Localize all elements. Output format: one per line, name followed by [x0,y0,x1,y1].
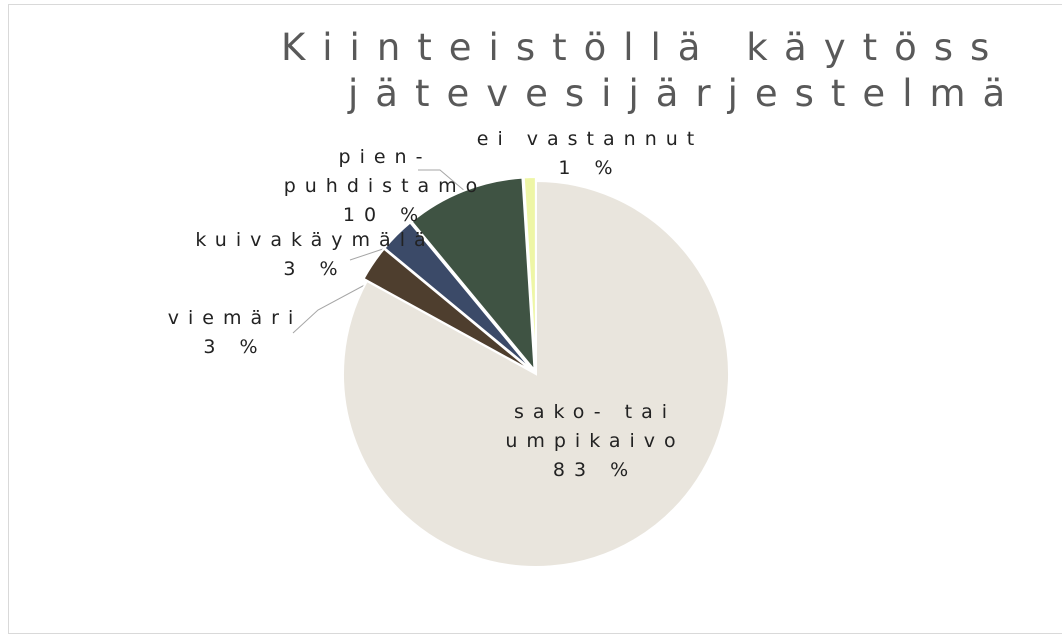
value-label: 1 % [558,157,622,179]
leader-line [292,279,375,334]
data-label: viemäri 3 % [150,304,320,362]
pie-slice [410,176,536,374]
data-label: kuivakäymälä 3 % [160,226,470,284]
value-label: 10 % [342,204,428,226]
pie-slice [342,179,730,568]
data-label: sako- tai umpikaivo 83 % [470,398,720,485]
category-label: viemäri [167,307,303,329]
pie-slice [383,221,534,372]
value-label: 83 % [552,459,638,481]
chart-title: Kiinteistöllä käytöss [281,26,1007,69]
category-label: pien-puhdistamo [283,146,487,197]
leader-line [418,169,467,193]
value-label: 3 % [283,258,347,280]
data-label: pien-puhdistamo 10 % [240,143,530,230]
category-label: kuivakäymälä [195,229,435,251]
pie-slice [522,176,537,371]
value-label: 3 % [203,336,267,358]
category-label: ei vastannut [476,128,704,150]
chart-title: jätevesijärjestelmä [348,72,1023,115]
data-label: ei vastannut 1 % [440,125,740,183]
category-label: sako- tai umpikaivo [505,401,685,452]
